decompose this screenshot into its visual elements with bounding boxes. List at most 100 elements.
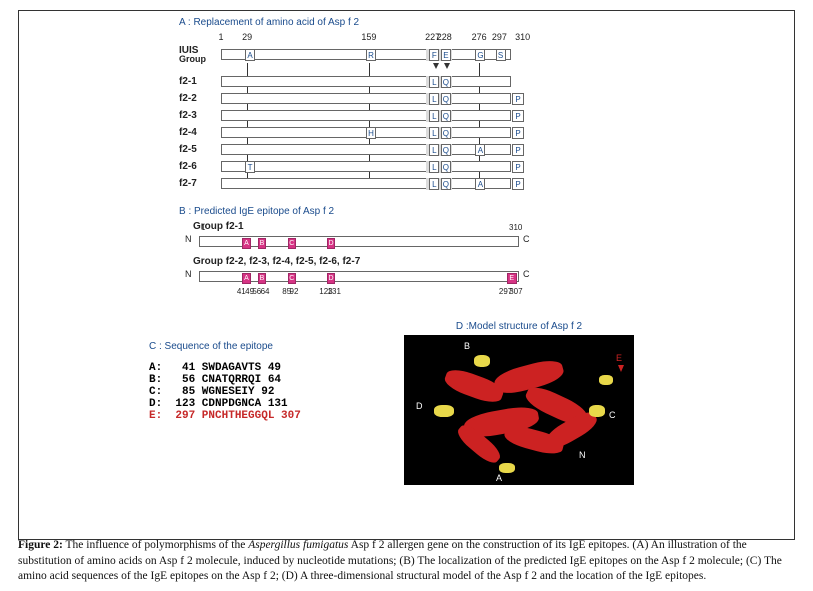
row-bar: LQAP (221, 178, 511, 189)
row-bar: LQ (221, 76, 511, 87)
aa-box: H (366, 127, 376, 139)
aa-box: L (429, 76, 439, 88)
pos-310: 310 (515, 32, 530, 42)
tick-label: 131 (328, 287, 341, 296)
panel-c-sequences: A: 41 SWDAGAVTS 49B: 56 CNATQRRQI 64C: 8… (149, 362, 409, 422)
group1-bar: ABCD (199, 236, 519, 247)
loop-e (599, 375, 613, 385)
aa-box: L (429, 127, 439, 139)
g1-end: 310 (509, 223, 522, 232)
caption-pre: The influence of polymorphisms of the (63, 539, 248, 551)
figure-caption: Figure 2: The influence of polymorphisms… (18, 538, 795, 585)
aa-box: L (429, 178, 439, 190)
side-box: P (512, 161, 524, 173)
loop-b (474, 355, 490, 367)
row-label: f2-1 (179, 76, 221, 87)
row-iuis: IUIS Group A R F E G S (179, 46, 599, 63)
epitope-D: D (327, 273, 335, 284)
side-box: P (512, 127, 524, 139)
pos-29: 29 (242, 32, 252, 42)
tick-label: 92 (290, 287, 299, 296)
sequence-line: D: 123 CDNPDGNCA 131 (149, 398, 409, 410)
panel-b-ticks: 414956648592123131297307 (179, 287, 599, 299)
panel-c: C : Sequence of the epitope A: 41 SWDAGA… (149, 341, 409, 422)
row-label: f2-2 (179, 93, 221, 104)
aa-box: Q (441, 178, 451, 190)
group2-bar-row: N ABCDE C (179, 269, 599, 285)
panel-b: B : Predicted IgE epitope of Asp f 2 Gro… (179, 206, 599, 299)
g2-n: N (185, 269, 192, 279)
panel-b-title: B : Predicted IgE epitope of Asp f 2 (179, 206, 599, 217)
epitope-C: C (288, 238, 296, 249)
sequence-line: C: 85 WGNESEIY 92 (149, 386, 409, 398)
aa-box: Q (441, 110, 451, 122)
row-iuis-label: IUIS Group (179, 46, 221, 64)
row-label: f2-3 (179, 110, 221, 121)
row-bar: TLQP (221, 161, 511, 172)
loop-c (589, 405, 605, 417)
side-box: P (512, 178, 524, 190)
aa-box: A (475, 144, 485, 156)
iuis-p297: S (496, 49, 506, 61)
d-label-n: N (579, 450, 586, 460)
aa-box: Q (441, 144, 451, 156)
d-label-b: B (464, 341, 470, 351)
row-label: f2-7 (179, 178, 221, 189)
aa-box: A (475, 178, 485, 190)
pos-297: 297 (492, 32, 507, 42)
group-text: Group (179, 54, 206, 64)
protein-structure: B D A C N E (404, 335, 634, 485)
e-arrow-icon (618, 365, 624, 372)
loop-a (499, 463, 515, 473)
iuis-bar: A R F E G S (221, 49, 511, 60)
aa-box: T (245, 161, 255, 173)
table-row: f2-1LQ (179, 73, 599, 90)
d-label-d: D (416, 401, 423, 411)
iuis-p159: R (366, 49, 376, 61)
pos-228: 228 (437, 32, 452, 42)
g1-start: 1 (201, 223, 205, 232)
row-bar: LQAP (221, 144, 511, 155)
panel-d-title: D :Model structure of Asp f 2 (389, 321, 649, 332)
row-label: f2-5 (179, 144, 221, 155)
aa-box: Q (441, 161, 451, 173)
table-row: f2-4HLQP (179, 124, 599, 141)
row-label: f2-6 (179, 161, 221, 172)
iuis-p228: E (441, 49, 451, 61)
pos-276: 276 (472, 32, 487, 42)
panel-c-title: C : Sequence of the epitope (149, 341, 409, 352)
row-bar: LQP (221, 110, 511, 121)
g1-c: C (523, 234, 530, 244)
arrow-228 (444, 63, 450, 69)
tick-label: 64 (261, 287, 270, 296)
iuis-p227: F (429, 49, 439, 61)
panel-a-axis: 1 29 159 227 228 276 297 310 (221, 32, 511, 46)
side-box: P (512, 110, 524, 122)
g1-n: N (185, 234, 192, 244)
arrow-row (179, 63, 599, 73)
iuis-p276: G (475, 49, 485, 61)
epitope-B: B (258, 238, 266, 249)
arrow-227 (433, 63, 439, 69)
table-row: f2-6TLQP (179, 158, 599, 175)
aa-box: Q (441, 127, 451, 139)
aa-box: L (429, 93, 439, 105)
aa-box: Q (441, 76, 451, 88)
group2-label: Group f2-2, f2-3, f2-4, f2-5, f2-6, f2-7 (193, 256, 599, 267)
sequence-line: E: 297 PNCHTHEGGQL 307 (149, 410, 409, 422)
epitope-B: B (258, 273, 266, 284)
row-bar: HLQP (221, 127, 511, 138)
table-row: f2-7 LQ A P (179, 175, 599, 192)
group1-bar-row: N 1 ABCD C 310 (179, 234, 599, 250)
side-box: P (512, 144, 524, 156)
loop-d (434, 405, 454, 417)
panel-a: A : Replacement of amino acid of Asp f 2… (179, 17, 599, 192)
panel-a-title: A : Replacement of amino acid of Asp f 2 (179, 17, 599, 28)
iuis-p29: A (245, 49, 255, 61)
d-label-a: A (496, 473, 502, 483)
d-label-e: E (616, 353, 622, 363)
table-row: f2-5LQAP (179, 141, 599, 158)
epitope-D: D (327, 238, 335, 249)
tick-label: 307 (509, 287, 522, 296)
figure-container: A : Replacement of amino acid of Asp f 2… (18, 10, 795, 540)
